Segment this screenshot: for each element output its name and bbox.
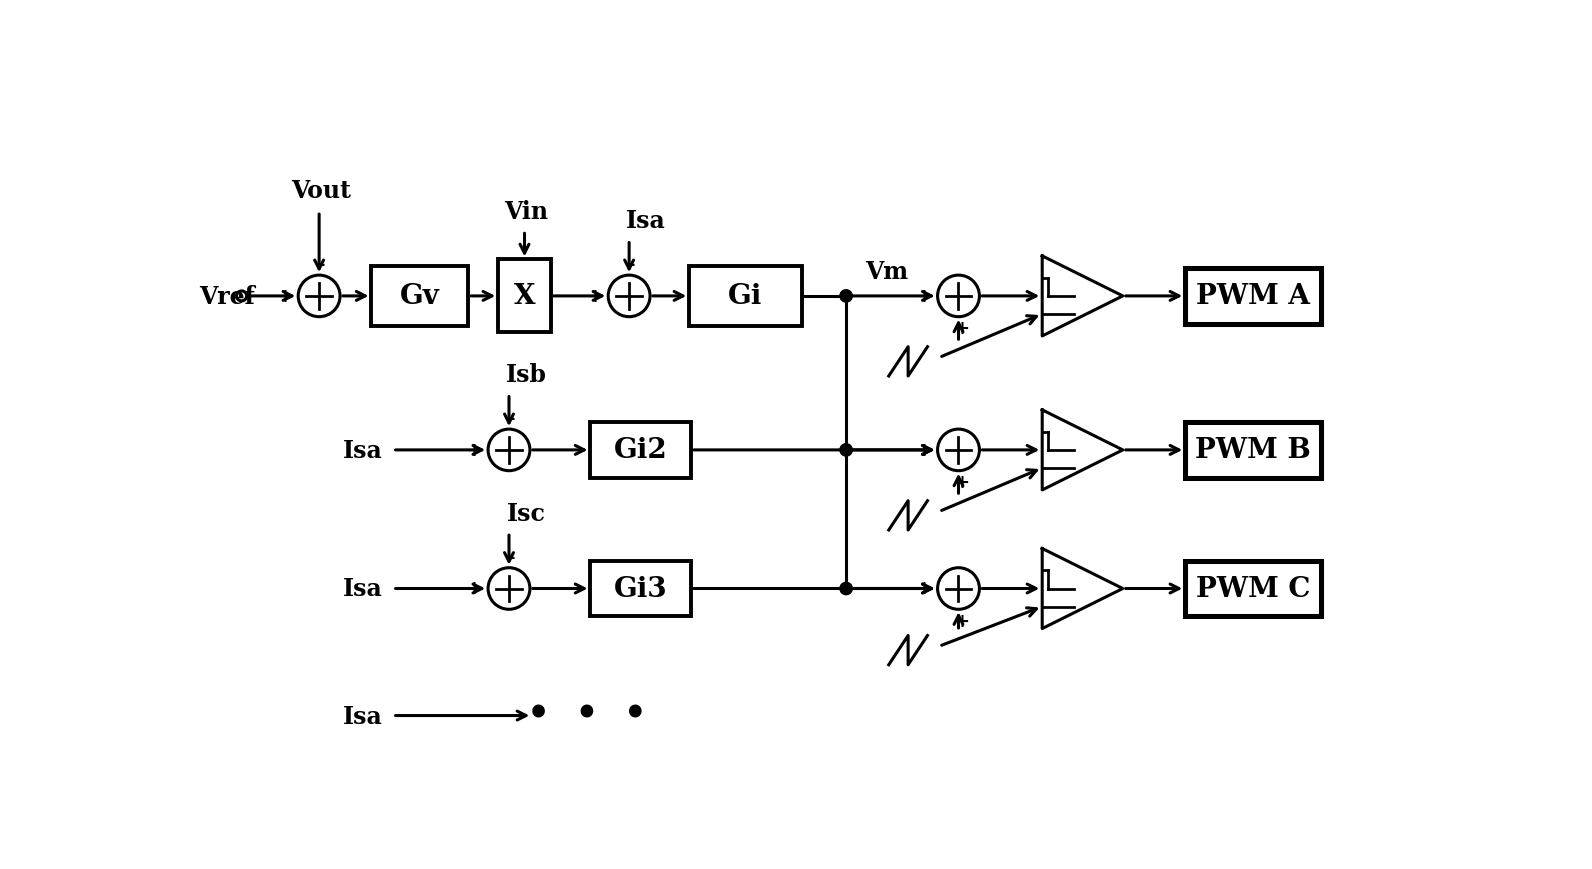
Bar — [498, 260, 551, 333]
Text: PWM B: PWM B — [1196, 437, 1310, 464]
Text: -: - — [629, 256, 635, 274]
Bar — [1184, 561, 1321, 616]
Bar — [1184, 422, 1321, 478]
Text: Gi: Gi — [728, 283, 763, 310]
Text: +: + — [587, 288, 602, 306]
Text: Gv: Gv — [400, 283, 439, 310]
Circle shape — [841, 583, 852, 595]
Text: Vref: Vref — [199, 284, 255, 308]
Bar — [591, 422, 691, 478]
Text: Gi3: Gi3 — [615, 575, 667, 602]
Circle shape — [841, 290, 852, 302]
Bar — [591, 561, 691, 616]
Text: +: + — [915, 288, 931, 306]
Bar — [1184, 269, 1321, 324]
Text: Vout: Vout — [291, 178, 350, 202]
Text: -: - — [318, 256, 326, 274]
Text: Isa: Isa — [342, 438, 382, 462]
Text: +: + — [915, 441, 931, 460]
Text: +: + — [954, 474, 970, 492]
Text: +: + — [954, 320, 970, 338]
Text: -: - — [508, 548, 516, 567]
Text: +: + — [277, 288, 291, 306]
Text: +: + — [915, 580, 931, 598]
Text: X: X — [514, 283, 535, 310]
Text: PWM C: PWM C — [1196, 575, 1310, 602]
Text: PWM A: PWM A — [1196, 283, 1310, 310]
Text: Gi2: Gi2 — [615, 437, 667, 464]
Text: Vm: Vm — [866, 260, 909, 284]
Text: •  •  •: • • • — [527, 695, 646, 729]
Text: Isa: Isa — [342, 577, 382, 600]
Text: Vin: Vin — [505, 200, 548, 224]
Text: +: + — [954, 612, 970, 630]
Text: Isb: Isb — [506, 363, 546, 387]
Bar — [371, 267, 468, 327]
Text: Isa: Isa — [626, 209, 665, 233]
Bar — [689, 267, 801, 327]
Text: -: - — [508, 410, 516, 428]
Circle shape — [841, 444, 852, 456]
Text: Isc: Isc — [506, 501, 546, 526]
Text: Isa: Isa — [342, 704, 382, 727]
Text: +: + — [466, 580, 482, 598]
Text: +: + — [466, 441, 482, 460]
